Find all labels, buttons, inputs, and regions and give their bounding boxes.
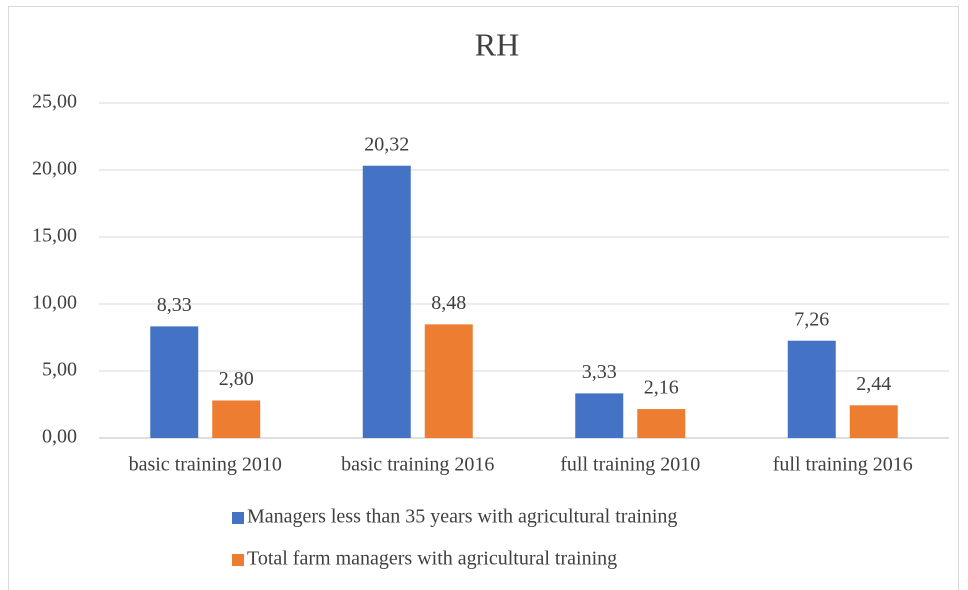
data-label: 8,48 <box>431 292 466 314</box>
bar <box>849 405 898 438</box>
y-tick-label: 20,00 <box>32 158 77 180</box>
data-label: 2,16 <box>644 377 679 399</box>
y-tick-label: 25,00 <box>32 91 77 113</box>
legend-swatch <box>232 554 244 566</box>
data-label: 20,32 <box>364 133 409 155</box>
y-tick-label: 5,00 <box>42 359 77 381</box>
x-tick-label: full training 2010 <box>560 454 700 476</box>
y-tick-label: 15,00 <box>32 225 77 247</box>
bar <box>424 324 473 438</box>
data-label: 7,26 <box>794 308 829 330</box>
x-tick-label: basic training 2016 <box>341 454 494 476</box>
x-tick-label: full training 2016 <box>773 454 913 476</box>
chart-title: RH <box>475 26 519 62</box>
data-label: 2,80 <box>219 368 254 390</box>
bar <box>787 340 836 438</box>
bar <box>637 409 686 438</box>
bar <box>362 165 411 438</box>
y-tick-label: 10,00 <box>32 292 77 314</box>
y-tick-label: 0,00 <box>42 426 77 448</box>
bar <box>575 393 624 438</box>
chart-border <box>8 6 959 590</box>
legend-label: Managers less than 35 years with agricul… <box>247 506 677 528</box>
legend-label: Total farm managers with agricultural tr… <box>247 548 617 570</box>
x-tick-label: basic training 2010 <box>129 454 282 476</box>
data-label: 8,33 <box>157 294 192 316</box>
data-label: 3,33 <box>582 361 617 383</box>
data-label: 2,44 <box>856 373 891 395</box>
bar <box>150 326 199 438</box>
legend-swatch <box>232 512 244 524</box>
bar <box>212 400 261 438</box>
